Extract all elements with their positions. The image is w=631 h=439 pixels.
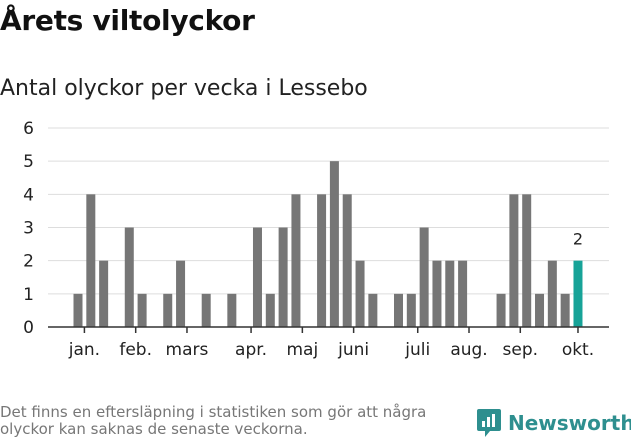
- x-tick-label: juni: [337, 340, 369, 360]
- bar: [252, 227, 262, 327]
- x-tick-label: apr.: [235, 340, 267, 360]
- bar: [419, 227, 429, 327]
- y-tick-label: 1: [23, 285, 34, 305]
- bar: [73, 293, 83, 327]
- x-tick-label: aug.: [450, 340, 487, 360]
- newsworthy-brand[interactable]: Newsworthy: [476, 408, 631, 438]
- page-title: Årets viltolyckor: [0, 4, 255, 37]
- bar: [394, 293, 403, 327]
- bar: [86, 194, 96, 327]
- bar: [329, 161, 339, 327]
- newsworthy-logo-icon: [477, 409, 501, 437]
- y-tick-label: 0: [23, 318, 34, 338]
- chart-subtitle: Antal olyckor per vecka i Lessebo: [0, 76, 368, 101]
- bar: [163, 293, 173, 327]
- bar: [99, 260, 109, 327]
- bar: [560, 293, 570, 327]
- bar: [368, 293, 378, 327]
- bar: [547, 260, 557, 327]
- bar: [278, 227, 288, 327]
- bar: [265, 293, 275, 327]
- y-tick-label: 6: [23, 119, 34, 139]
- bar: [317, 194, 327, 327]
- brand-name: Newsworthy: [508, 411, 631, 435]
- bar: [291, 194, 301, 327]
- bar: [176, 260, 186, 327]
- bar: [535, 293, 545, 327]
- x-tick-label: jan.: [68, 340, 100, 360]
- bar: [496, 293, 506, 327]
- x-tick-label: maj: [286, 340, 318, 360]
- bar: [432, 260, 442, 327]
- bar: [342, 194, 352, 327]
- bar: [355, 260, 365, 327]
- bar: [445, 260, 455, 327]
- bar: [458, 260, 468, 327]
- bar: [227, 293, 237, 327]
- bar: [201, 293, 211, 327]
- highlight-bar: [573, 260, 583, 327]
- x-tick-label: feb.: [119, 340, 152, 360]
- bar: [522, 194, 532, 327]
- bar-chart: 0 1 2 3 4 5 6 2 jan. feb. mars apr. maj juni juli aug. s…: [23, 119, 609, 360]
- bar: [124, 227, 134, 327]
- x-tick-label: sep.: [503, 340, 539, 360]
- x-tick-label: mars: [166, 340, 209, 360]
- y-tick-label: 3: [23, 219, 34, 239]
- bar: [137, 293, 147, 327]
- bar: [406, 293, 416, 327]
- y-tick-label: 2: [23, 252, 34, 272]
- x-tick-label: okt.: [562, 340, 594, 360]
- y-tick-label: 5: [23, 152, 34, 172]
- footnote: Det finns en eftersläpning i statistiken…: [0, 403, 427, 438]
- data-label: 2: [573, 230, 583, 249]
- y-tick-label: 4: [23, 185, 34, 205]
- x-tick-label: juli: [404, 340, 430, 360]
- bar: [509, 194, 519, 327]
